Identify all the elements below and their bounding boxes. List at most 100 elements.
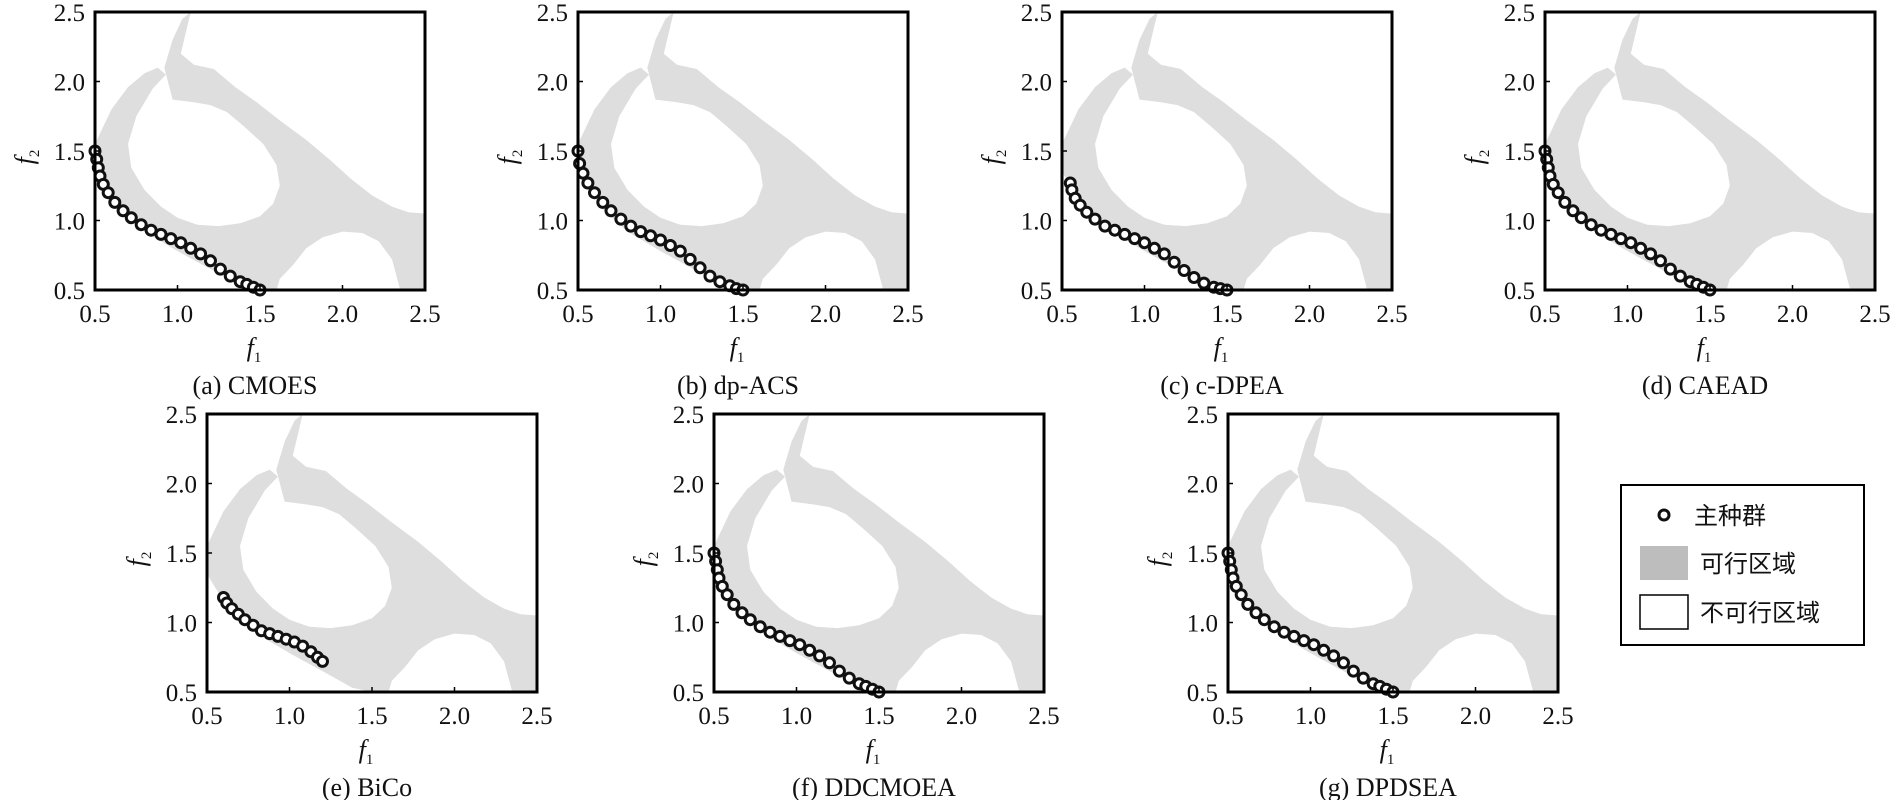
x-tick-label: 1.5: [863, 703, 894, 730]
data-point: [614, 212, 628, 226]
y-tick-label: 1.5: [673, 541, 704, 568]
data-point: [1654, 254, 1667, 268]
x-axis-label-subscript: 1: [1387, 752, 1395, 768]
y-axis-label: f2: [122, 552, 155, 567]
x-tick-label: 1.0: [162, 301, 193, 328]
data-point: [1346, 664, 1360, 678]
y-tick-label: 2.5: [537, 0, 568, 27]
feasible-region: [578, 12, 908, 290]
x-tick-label: 2.5: [409, 301, 440, 328]
x-tick-label: 2.0: [1294, 301, 1325, 328]
x-axis-label: f1: [866, 735, 881, 768]
data-point: [720, 588, 734, 602]
y-tick-label: 2.0: [1187, 472, 1218, 499]
x-axis-label-subscript: 1: [737, 350, 745, 366]
data-point: [753, 620, 767, 634]
y-tick-label: 1.0: [1187, 611, 1218, 638]
data-point: [832, 664, 846, 678]
x-axis-label: f1: [1380, 735, 1395, 768]
y-tick-label: 2.5: [54, 0, 85, 27]
y-axis-label-subscript: 2: [994, 150, 1010, 158]
data-point: [1644, 247, 1658, 261]
subplot-7: 0.5 1.0 1.5 2.0 2.5 0.5 1.0 1.5 2.0 2.5 f1 f2 (g) DP…: [1143, 402, 1574, 800]
data-point: [588, 186, 601, 200]
x-tick-label: 1.0: [1295, 703, 1326, 730]
x-tick-label: 1.5: [1694, 301, 1725, 328]
data-point: [803, 643, 817, 657]
feasible-region: [1062, 12, 1392, 290]
x-tick-label: 2.5: [892, 301, 923, 328]
data-point: [624, 219, 638, 233]
y-axis-label: f2: [629, 552, 662, 567]
data-point: [213, 262, 227, 276]
data-point: [1088, 212, 1102, 226]
x-tick-label: 1.0: [645, 301, 676, 328]
data-point: [1267, 620, 1281, 634]
x-tick-label: 2.0: [1460, 703, 1491, 730]
y-tick-label: 0.5: [673, 680, 704, 707]
x-tick-label: 0.5: [1529, 301, 1560, 328]
data-point: [194, 247, 208, 261]
subplot-4: 0.5 1.0 1.5 2.0 2.5 0.5 1.0 1.5 2.0 2.5 f1 f2 (d) CA…: [1460, 0, 1891, 400]
x-tick-label: 2.5: [1376, 301, 1407, 328]
y-tick-label: 0.5: [1187, 680, 1218, 707]
x-tick-label: 1.5: [244, 301, 275, 328]
legend-label-feasible: 可行区域: [1700, 550, 1796, 578]
y-tick-label: 1.0: [54, 209, 85, 236]
data-point: [596, 195, 610, 209]
data-point: [1147, 241, 1161, 255]
y-tick-label: 1.5: [54, 139, 85, 166]
data-point: [1327, 649, 1341, 663]
data-point: [693, 261, 707, 275]
feasible-region: [1228, 414, 1558, 692]
feasible-region: [207, 414, 537, 692]
y-axis-label-subscript: 2: [1160, 552, 1176, 560]
y-tick-label: 1.0: [1504, 209, 1535, 236]
data-point: [663, 239, 677, 252]
data-point: [1566, 204, 1580, 218]
data-point: [116, 204, 130, 218]
y-axis-label: f2: [10, 150, 43, 165]
y-tick-label: 2.5: [166, 402, 197, 429]
x-tick-label: 1.0: [1129, 301, 1160, 328]
data-point: [735, 606, 749, 620]
data-point: [1177, 264, 1191, 277]
y-tick-label: 2.0: [1504, 70, 1535, 97]
y-tick-label: 0.5: [166, 680, 197, 707]
y-tick-label: 1.5: [166, 541, 197, 568]
y-tick-label: 0.5: [1504, 278, 1535, 305]
data-point: [204, 254, 217, 268]
subplot-2: 0.5 1.0 1.5 2.0 2.5 0.5 1.0 1.5 2.0 2.5 f1 f2 (b) dp…: [493, 0, 924, 400]
data-point: [1138, 236, 1151, 250]
legend: 主种群 可行区域 不可行区域: [1620, 484, 1865, 646]
data-point: [1249, 606, 1263, 620]
data-point: [1558, 195, 1572, 209]
x-tick-label: 2.0: [1777, 301, 1808, 328]
y-axis-label: f2: [493, 150, 526, 165]
y-axis-label-subscript: 2: [1477, 150, 1493, 158]
subplot-5: 0.5 1.0 1.5 2.0 2.5 0.5 1.0 1.5 2.0 2.5 f1 f2 (e) Bi…: [122, 402, 553, 800]
subplot-caption: (b) dp-ACS: [677, 371, 799, 400]
data-point: [727, 597, 741, 611]
data-point: [124, 211, 138, 225]
x-tick-label: 1.5: [727, 301, 758, 328]
y-axis-label-subscript: 2: [510, 150, 526, 158]
subplot-6: 0.5 1.0 1.5 2.0 2.5 0.5 1.0 1.5 2.0 2.5 f1 f2 (f) DD…: [629, 402, 1060, 800]
x-axis-label: f1: [1214, 333, 1229, 366]
x-axis-label-subscript: 1: [1221, 350, 1229, 366]
data-point: [793, 638, 807, 652]
x-tick-label: 2.0: [439, 703, 470, 730]
data-point: [1307, 638, 1321, 652]
data-point: [842, 671, 856, 685]
x-axis-label-subscript: 1: [366, 752, 374, 768]
y-axis-label-subscript: 2: [27, 150, 43, 158]
y-tick-label: 2.5: [1187, 402, 1218, 429]
y-tick-label: 1.0: [673, 611, 704, 638]
feasible-region: [95, 12, 425, 290]
data-point: [1337, 656, 1350, 670]
x-tick-label: 1.5: [1211, 301, 1242, 328]
x-tick-label: 0.5: [191, 703, 222, 730]
x-tick-label: 1.0: [274, 703, 305, 730]
x-tick-label: 1.5: [356, 703, 387, 730]
